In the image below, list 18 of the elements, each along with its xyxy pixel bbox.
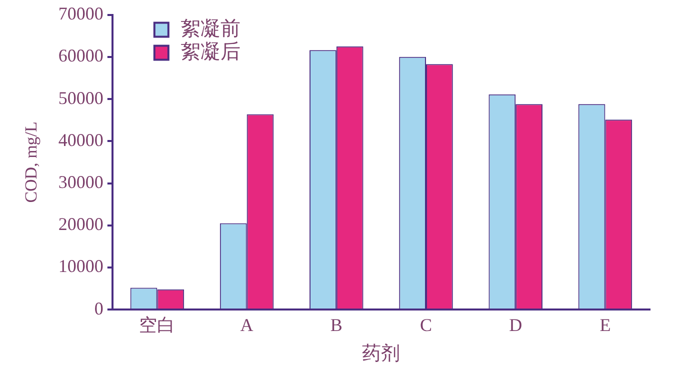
y-axis-title: COD, mg/L: [22, 122, 41, 203]
y-tick-label: 0: [94, 298, 104, 318]
x-tick-label: C: [420, 315, 432, 336]
x-axis-title: 药剂: [362, 342, 400, 365]
x-tick-label: 空白: [139, 315, 176, 336]
y-tick-label: 60000: [58, 46, 104, 66]
legend-label: 絮凝前: [180, 18, 240, 40]
x-tick-label: D: [509, 315, 522, 336]
y-tick-label: 50000: [58, 88, 104, 108]
x-tick-label: B: [330, 315, 342, 336]
x-tick-label: E: [600, 315, 611, 336]
y-tick-label: 30000: [58, 172, 104, 192]
y-tick-label: 10000: [58, 256, 104, 276]
y-tick-label: 20000: [58, 214, 104, 234]
legend-label: 絮凝后: [180, 41, 240, 64]
y-tick-label: 70000: [58, 4, 104, 24]
y-tick-label: 40000: [58, 130, 104, 150]
x-tick-label: A: [240, 315, 254, 336]
